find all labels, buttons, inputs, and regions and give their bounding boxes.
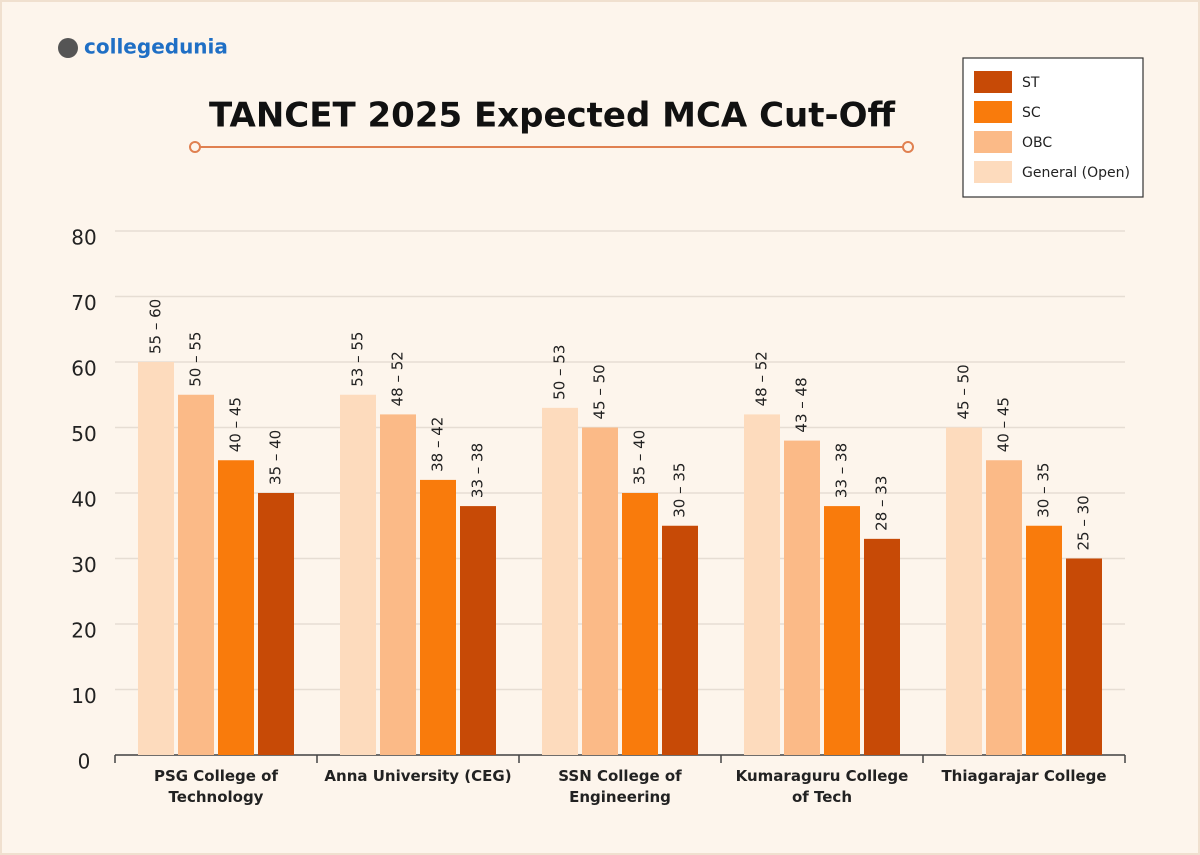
y-tick-label: 40	[71, 488, 96, 512]
value-label: 25 – 30	[1075, 495, 1093, 550]
legend-label: ST	[1022, 75, 1040, 91]
bar	[380, 414, 416, 755]
bar	[178, 394, 214, 755]
bar	[542, 407, 578, 755]
y-tick-label: 0	[78, 750, 91, 774]
value-label: 40 – 45	[227, 397, 245, 452]
bar	[460, 506, 496, 755]
legend-label: General (Open)	[1022, 165, 1130, 181]
chart-title: TANCET 2025 Expected MCA Cut-Off	[209, 96, 896, 136]
x-tick-label: Thiagarajar College	[941, 767, 1107, 785]
value-label: 35 – 40	[267, 430, 285, 485]
value-label: 43 – 48	[793, 377, 811, 432]
bar	[744, 414, 780, 755]
value-label: 50 – 55	[187, 332, 205, 387]
bar	[582, 427, 618, 755]
bar	[258, 493, 294, 755]
bar	[986, 460, 1022, 755]
x-tick-label: Kumaraguru College of Tech	[735, 767, 909, 806]
rule-dot	[189, 141, 201, 153]
y-tick-label: 60	[71, 357, 96, 381]
bar	[218, 460, 254, 755]
y-tick-label: 70	[71, 291, 96, 315]
bar	[420, 479, 456, 755]
value-label: 30 – 35	[671, 463, 689, 518]
bar	[946, 427, 982, 755]
value-label: 53 – 55	[349, 332, 367, 387]
x-tick-label: PSG College of Technology	[153, 767, 279, 806]
value-label: 48 – 52	[753, 351, 771, 406]
bar	[662, 525, 698, 755]
legend-label: OBC	[1022, 135, 1052, 151]
y-tick-label: 80	[71, 226, 96, 250]
bar	[622, 493, 658, 755]
x-tick-label: Anna University (CEG)	[324, 767, 512, 785]
y-tick-label: 20	[71, 619, 96, 643]
value-label: 38 – 42	[429, 417, 447, 472]
value-label: 45 – 50	[955, 364, 973, 419]
legend-swatch	[974, 161, 1012, 183]
y-tick-label: 10	[71, 684, 96, 708]
bar	[864, 538, 900, 755]
logo-icon	[58, 38, 78, 58]
bar	[824, 506, 860, 755]
bar	[784, 440, 820, 755]
value-label: 45 – 50	[591, 364, 609, 419]
value-label: 48 – 52	[389, 351, 407, 406]
legend-swatch	[974, 131, 1012, 153]
y-tick-label: 50	[71, 422, 96, 446]
legend-label: SC	[1022, 105, 1041, 121]
value-label: 40 – 45	[995, 397, 1013, 452]
legend-swatch	[974, 101, 1012, 123]
value-label: 55 – 60	[147, 299, 165, 354]
value-label: 50 – 53	[551, 345, 569, 400]
brand: collegedunia	[84, 35, 228, 59]
value-label: 30 – 35	[1035, 463, 1053, 518]
rule-dot	[902, 141, 914, 153]
value-label: 28 – 33	[873, 476, 891, 531]
bar	[340, 394, 376, 755]
value-label: 35 – 40	[631, 430, 649, 485]
x-tick-label: SSN College of Engineering	[558, 767, 682, 806]
bar	[1026, 525, 1062, 755]
value-label: 33 – 38	[833, 443, 851, 498]
legend-swatch	[974, 71, 1012, 93]
value-label: 33 – 38	[469, 443, 487, 498]
bar	[138, 362, 174, 755]
bar	[1066, 558, 1102, 755]
y-tick-label: 30	[71, 553, 96, 577]
